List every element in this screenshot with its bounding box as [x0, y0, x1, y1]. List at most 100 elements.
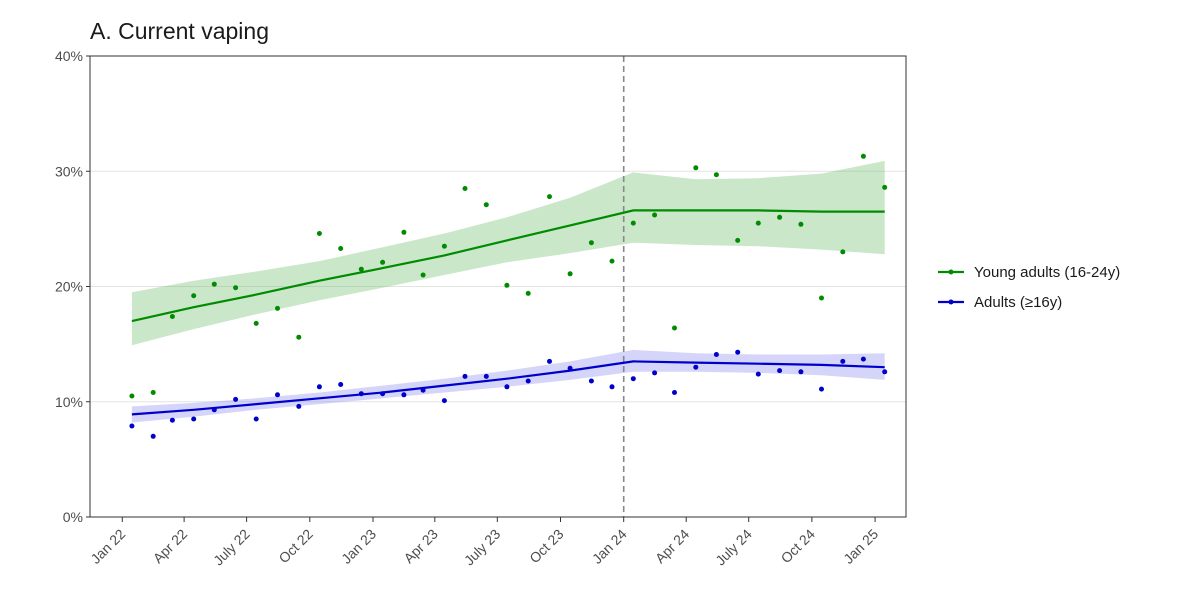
data-point — [860, 356, 866, 362]
data-point — [296, 334, 302, 340]
data-point — [462, 186, 468, 191]
data-point — [630, 376, 636, 382]
data-point — [735, 237, 741, 243]
x-tick-label: Jan 22 — [87, 526, 128, 567]
x-tick-label: July 22 — [210, 526, 253, 569]
legend-key-point — [948, 299, 954, 305]
data-point — [275, 305, 280, 311]
data-point — [441, 243, 447, 249]
data-point — [483, 202, 489, 208]
data-point — [547, 358, 552, 364]
data-point — [441, 398, 447, 404]
data-point — [401, 229, 407, 235]
data-point — [316, 384, 322, 390]
legend-label: Young adults (16-24y) — [974, 264, 1120, 281]
data-point — [129, 393, 135, 399]
confidence-bands — [131, 160, 885, 423]
data-point — [819, 295, 824, 301]
data-point — [777, 214, 783, 220]
data-point — [401, 392, 407, 398]
x-tick-label: Oct 24 — [778, 526, 819, 567]
y-tick-label: 20% — [55, 279, 83, 295]
data-point — [211, 281, 217, 287]
x-tick-label: Jan 23 — [338, 526, 379, 567]
trend-line-series-1 — [131, 360, 885, 416]
legend: Young adults (16-24y) Adults (≥16y) — [938, 264, 1120, 311]
data-point — [129, 423, 135, 429]
data-point — [819, 386, 824, 392]
data-point — [420, 387, 426, 393]
data-points — [129, 153, 888, 439]
data-point — [630, 220, 636, 226]
data-point — [693, 364, 699, 370]
y-tick-label: 30% — [55, 163, 83, 179]
x-tick-label: Jan 25 — [840, 526, 881, 567]
data-point — [169, 314, 175, 319]
data-point — [380, 391, 386, 397]
x-tick-label: Apr 23 — [400, 526, 441, 567]
data-point — [713, 352, 719, 357]
data-point — [150, 433, 156, 439]
data-point — [504, 384, 510, 390]
data-point — [840, 249, 846, 255]
chart-title: A. Current vaping — [90, 18, 269, 44]
data-point — [211, 407, 217, 413]
data-point — [525, 290, 531, 296]
data-point — [233, 396, 239, 402]
data-point — [860, 153, 866, 159]
data-point — [525, 378, 531, 384]
data-point — [253, 320, 259, 326]
data-point — [652, 212, 658, 218]
data-point — [798, 221, 804, 227]
data-point — [275, 392, 280, 398]
data-point — [693, 165, 699, 171]
data-point — [588, 378, 594, 384]
data-point — [588, 240, 594, 246]
x-tick-label: Jan 24 — [589, 526, 630, 567]
data-point — [380, 259, 386, 265]
data-point — [296, 403, 302, 409]
confidence-band-series-0 — [131, 160, 885, 346]
data-point — [504, 282, 510, 288]
data-point — [567, 271, 573, 277]
data-point — [191, 293, 197, 299]
data-point — [755, 371, 761, 377]
x-tick-label: Apr 22 — [150, 526, 191, 567]
data-point — [316, 231, 322, 236]
x-tick-label: July 24 — [712, 526, 755, 569]
data-point — [609, 258, 615, 264]
data-point — [755, 220, 761, 226]
data-point — [338, 382, 344, 387]
x-tick-label: Apr 24 — [652, 526, 693, 567]
x-tick-label: Oct 23 — [526, 526, 567, 567]
data-point — [798, 369, 804, 375]
y-tick-label: 40% — [55, 48, 83, 64]
x-tick-label: July 23 — [461, 526, 504, 569]
data-point — [567, 365, 573, 371]
data-point — [462, 373, 468, 379]
trend-lines — [131, 209, 885, 416]
trend-line-series-0 — [131, 209, 885, 323]
legend-label: Adults (≥16y) — [974, 294, 1062, 311]
data-point — [652, 370, 658, 376]
data-point — [735, 349, 741, 355]
data-point — [713, 172, 719, 178]
data-point — [547, 194, 552, 200]
data-point — [777, 368, 783, 374]
y-tick-label: 0% — [63, 509, 83, 525]
data-point — [150, 390, 156, 395]
data-point — [253, 416, 259, 422]
x-tick-label: Oct 22 — [275, 526, 316, 567]
data-point — [483, 373, 489, 379]
data-point — [882, 184, 888, 190]
data-point — [169, 417, 175, 423]
data-point — [840, 358, 846, 364]
data-point — [420, 272, 426, 278]
data-point — [882, 369, 888, 375]
legend-key-point — [948, 269, 954, 275]
y-tick-label: 10% — [55, 394, 83, 410]
data-point — [358, 391, 364, 397]
data-point — [358, 266, 364, 272]
